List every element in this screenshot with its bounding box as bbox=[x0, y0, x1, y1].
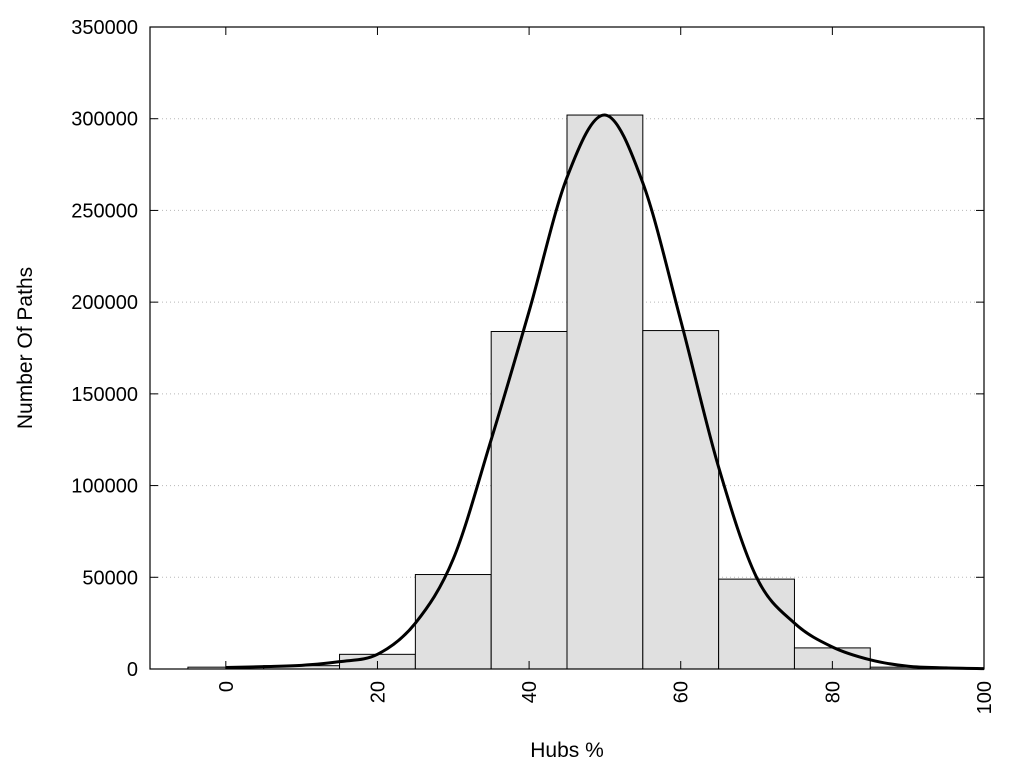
y-tick-label: 200000 bbox=[71, 292, 138, 314]
x-tick-label: 20 bbox=[367, 681, 389, 703]
histogram-bar bbox=[490, 330, 568, 670]
y-tick-label: 250000 bbox=[71, 200, 138, 222]
y-tick-label: 0 bbox=[127, 659, 138, 681]
y-tick-label: 100000 bbox=[71, 476, 138, 498]
y-tick-label: 300000 bbox=[71, 109, 138, 131]
histogram-bar bbox=[642, 330, 720, 670]
x-axis-label: Hubs % bbox=[530, 739, 604, 762]
y-tick-label: 350000 bbox=[71, 17, 138, 39]
histogram-bar bbox=[718, 578, 795, 670]
tick-labels: 0 50000 100000 150000 200000 250000 300000 3500… bbox=[71, 17, 996, 714]
x-tick-label: 80 bbox=[822, 681, 844, 703]
x-tick-label: 40 bbox=[519, 681, 541, 703]
y-tick-label: 50000 bbox=[82, 567, 138, 589]
plot-frame bbox=[149, 26, 985, 670]
axis-ticks bbox=[150, 26, 985, 670]
x-tick-label: 60 bbox=[671, 681, 693, 703]
histogram-bars bbox=[187, 114, 985, 670]
histogram-bar bbox=[414, 574, 492, 670]
density-curve bbox=[225, 113, 985, 671]
histogram-bar bbox=[566, 114, 644, 670]
y-tick-label: 150000 bbox=[71, 384, 138, 406]
x-tick-label: 100 bbox=[974, 681, 996, 714]
x-tick-label: 0 bbox=[216, 681, 238, 692]
y-axis-label: Number Of Paths bbox=[14, 267, 37, 429]
density-curve-group bbox=[225, 113, 985, 671]
